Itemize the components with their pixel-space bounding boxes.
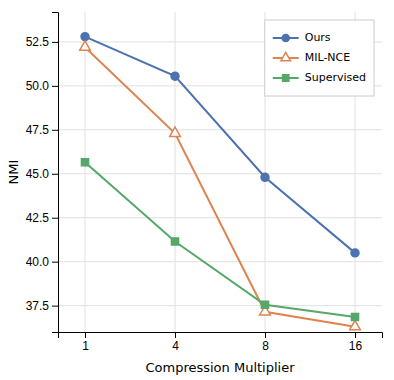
- y-tick: 42.5: [26, 211, 58, 225]
- x-tick-label: 16: [349, 339, 363, 353]
- y-tick-label: 42.5: [26, 211, 50, 225]
- grid-line: [85, 12, 86, 332]
- y-tick-mark: [52, 174, 58, 175]
- series-line: [85, 162, 355, 317]
- grid-line: [175, 12, 176, 332]
- y-axis-title: NMI: [6, 160, 21, 185]
- y-tick-label: 40.0: [26, 255, 50, 269]
- grid-line: [58, 261, 382, 262]
- y-tick-label: 45.0: [26, 167, 50, 181]
- point: [171, 238, 178, 245]
- point: [81, 159, 88, 166]
- legend-label: Supervised: [305, 71, 366, 84]
- x-tick-mark: [85, 332, 86, 338]
- grid-line: [58, 217, 382, 218]
- x-tick-label: 4: [172, 339, 179, 353]
- point: [261, 173, 269, 181]
- grid-line: [58, 173, 382, 174]
- legend-label: MIL-NCE: [305, 51, 351, 64]
- y-tick: 45.0: [26, 167, 58, 181]
- legend: Ours MIL-NCE Supervised: [265, 20, 374, 96]
- point: [170, 127, 181, 136]
- grid: [58, 12, 382, 332]
- y-tick-label: 47.5: [26, 123, 50, 137]
- y-tick-mark: [52, 130, 58, 131]
- legend-item: Supervised: [273, 71, 366, 84]
- y-tick-mark: [52, 42, 58, 43]
- legend-marker: [281, 52, 291, 60]
- legend-item: Ours: [273, 31, 331, 44]
- x-tick-mark: [265, 332, 266, 338]
- y-tick: 37.5: [26, 299, 58, 313]
- legend-marker: [283, 75, 289, 81]
- y-tick: 47.5: [26, 123, 58, 137]
- y-tick-label: 37.5: [26, 299, 50, 313]
- x-tick: 16: [349, 332, 363, 353]
- x-axis: 1 4 8 16: [59, 332, 383, 353]
- point: [171, 72, 179, 80]
- point: [351, 249, 359, 257]
- y-tick-mark: [52, 86, 58, 87]
- x-tick: 8: [262, 332, 269, 353]
- x-axis-title: Compression Multiplier: [145, 360, 295, 375]
- plot: 1 4 8 16 37.5 40.0 42.5 45.0 47.5 50.0 52.5 Ours MIL…: [26, 12, 383, 353]
- x-axis-line: [59, 333, 383, 339]
- grid-line: [58, 129, 382, 130]
- x-tick-label: 8: [262, 339, 269, 353]
- y-tick: 40.0: [26, 255, 58, 269]
- y-tick-label: 50.0: [26, 79, 50, 93]
- legend-marker: [282, 34, 289, 41]
- x-tick-mark: [355, 332, 356, 338]
- point: [350, 321, 361, 330]
- y-axis: 37.5 40.0 42.5 45.0 47.5 50.0 52.5: [26, 13, 59, 333]
- y-tick: 52.5: [26, 35, 58, 49]
- point: [81, 33, 89, 41]
- point: [351, 314, 358, 321]
- chart: 1 4 8 16 37.5 40.0 42.5 45.0 47.5 50.0 52.5 Ours MIL…: [0, 0, 394, 380]
- x-tick: 1: [82, 332, 89, 353]
- y-tick-mark: [52, 262, 58, 263]
- x-tick-mark: [175, 332, 176, 338]
- y-tick-mark: [52, 218, 58, 219]
- y-tick: 50.0: [26, 79, 58, 93]
- x-tick-label: 1: [82, 339, 89, 353]
- y-tick-label: 52.5: [26, 35, 50, 49]
- y-axis-line: [52, 13, 59, 333]
- x-tick: 4: [172, 332, 179, 353]
- legend-item: MIL-NCE: [273, 51, 351, 64]
- grid-line: [58, 305, 382, 306]
- y-tick-mark: [52, 306, 58, 307]
- legend-box: [265, 20, 374, 96]
- legend-label: Ours: [305, 31, 331, 44]
- point: [80, 41, 91, 50]
- point: [261, 301, 268, 308]
